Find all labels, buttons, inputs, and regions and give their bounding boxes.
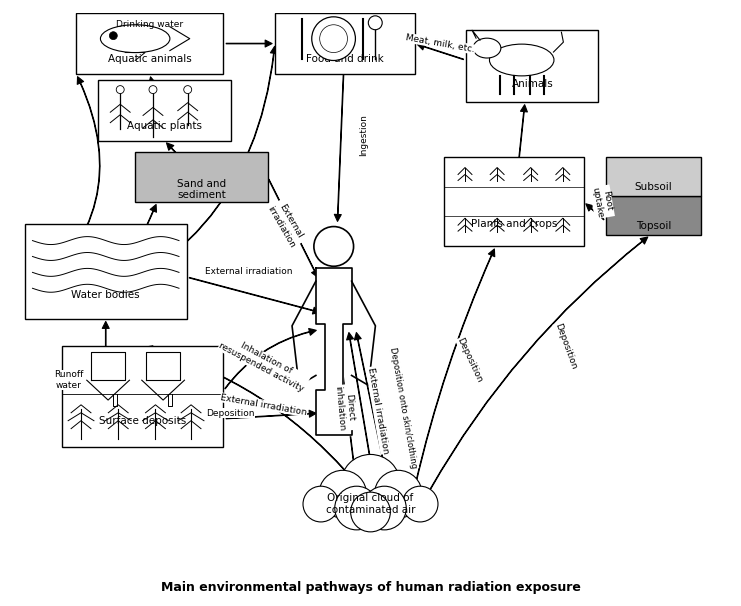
Circle shape [184, 85, 192, 93]
Bar [444, 158, 584, 247]
Bar [606, 196, 702, 235]
FancyArrowPatch shape [415, 249, 495, 485]
Text: Food and drink: Food and drink [306, 54, 384, 64]
Circle shape [319, 25, 348, 53]
Bar [99, 79, 230, 141]
Ellipse shape [473, 38, 501, 58]
Text: Deposition onto skin/clothing: Deposition onto skin/clothing [388, 346, 419, 469]
FancyArrowPatch shape [145, 346, 347, 473]
FancyArrowPatch shape [102, 321, 109, 438]
Circle shape [319, 470, 367, 518]
Text: External irradiation: External irradiation [205, 267, 293, 276]
Text: Surface deposits: Surface deposits [99, 416, 186, 427]
Text: Animals: Animals [511, 79, 554, 89]
FancyArrowPatch shape [225, 328, 316, 389]
Text: External irradiation: External irradiation [220, 393, 308, 417]
Circle shape [374, 470, 422, 518]
Circle shape [314, 227, 353, 266]
Text: Sand and
sediment: Sand and sediment [177, 179, 226, 200]
Text: Topsoil: Topsoil [636, 221, 671, 230]
Text: Inhalation of
resuspended activity: Inhalation of resuspended activity [217, 332, 310, 394]
Text: Deposition: Deposition [207, 408, 255, 418]
Text: Water bodies: Water bodies [71, 290, 140, 300]
Text: Deposition: Deposition [553, 322, 578, 371]
FancyArrowPatch shape [335, 333, 356, 477]
Text: Runoff
water: Runoff water [54, 370, 84, 390]
FancyArrowPatch shape [268, 179, 318, 278]
Bar [76, 13, 223, 74]
Ellipse shape [101, 25, 170, 53]
FancyArrowPatch shape [189, 278, 320, 314]
Bar [466, 30, 599, 102]
Text: Drinking water: Drinking water [116, 19, 184, 28]
Circle shape [149, 85, 157, 93]
FancyArrowPatch shape [347, 333, 374, 480]
Circle shape [350, 492, 391, 532]
FancyArrowPatch shape [514, 105, 528, 205]
Text: External irradiation: External irradiation [366, 367, 390, 454]
Text: Direct
inhalation: Direct inhalation [333, 384, 356, 431]
FancyArrowPatch shape [586, 204, 604, 220]
FancyArrowPatch shape [42, 46, 277, 318]
FancyArrowPatch shape [354, 333, 388, 485]
FancyArrowPatch shape [27, 76, 100, 301]
Circle shape [335, 486, 379, 530]
FancyArrowPatch shape [226, 40, 272, 47]
Circle shape [402, 486, 438, 522]
FancyArrowPatch shape [226, 410, 316, 419]
Text: External
irradiation: External irradiation [266, 199, 306, 249]
Polygon shape [316, 268, 351, 435]
FancyArrowPatch shape [167, 143, 199, 178]
Text: Plants and crops: Plants and crops [471, 219, 557, 229]
Circle shape [110, 32, 117, 39]
Bar [62, 347, 223, 447]
FancyArrowPatch shape [107, 204, 156, 316]
Circle shape [362, 486, 406, 530]
FancyArrowPatch shape [417, 43, 464, 59]
Text: Ingestion: Ingestion [359, 115, 368, 156]
Text: Meat, milk, etc.: Meat, milk, etc. [405, 33, 476, 54]
Bar [25, 224, 187, 319]
Circle shape [341, 454, 400, 514]
Circle shape [116, 85, 124, 93]
Text: Root
uptake: Root uptake [590, 185, 614, 219]
FancyArrowPatch shape [431, 237, 648, 488]
FancyArrowPatch shape [149, 77, 165, 133]
Text: Aquatic animals: Aquatic animals [108, 54, 192, 64]
Bar [606, 158, 702, 196]
Circle shape [368, 16, 382, 30]
Circle shape [312, 17, 356, 61]
Bar [275, 13, 415, 74]
Ellipse shape [490, 44, 554, 76]
Text: Subsoil: Subsoil [635, 182, 673, 191]
Bar [135, 152, 268, 202]
Text: Original cloud of
contaminated air: Original cloud of contaminated air [326, 493, 415, 515]
Text: Aquatic plants: Aquatic plants [127, 121, 202, 130]
FancyArrowPatch shape [334, 46, 345, 221]
Circle shape [303, 486, 339, 522]
Text: Main environmental pathways of human radiation exposure: Main environmental pathways of human rad… [161, 581, 580, 594]
Text: Deposition: Deposition [456, 336, 484, 384]
